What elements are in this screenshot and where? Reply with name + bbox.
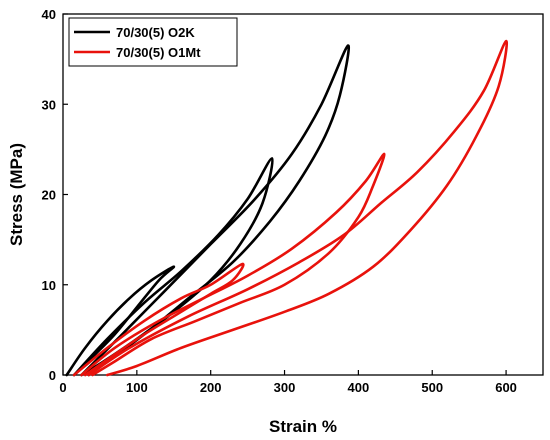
y-tick-label: 10	[42, 278, 56, 293]
legend: 70/30(5) O2K 70/30(5) O1Mt	[68, 17, 238, 67]
series-2-cycle-2-line	[80, 152, 386, 377]
series-1-cycle-3-line	[80, 44, 350, 377]
x-tick-label: 500	[421, 380, 443, 395]
legend-label-2: 70/30(5) O1Mt	[116, 45, 201, 60]
y-tick-label: 20	[42, 188, 56, 203]
series-2-cycle-3-line	[87, 39, 508, 377]
x-tick-label: 300	[274, 380, 296, 395]
x-tick-label: 400	[348, 380, 370, 395]
y-tick-label: 30	[42, 97, 56, 112]
series-layer	[65, 39, 508, 377]
y-axis-label: Stress (MPa)	[7, 143, 26, 246]
x-tick-label: 200	[200, 380, 222, 395]
x-tick-label: 600	[495, 380, 517, 395]
series-2-cycle-1-line	[72, 262, 245, 377]
y-tick-label: 40	[42, 7, 56, 22]
legend-box	[68, 17, 238, 67]
x-tick-label: 0	[59, 380, 66, 395]
legend-label-1: 70/30(5) O2K	[116, 25, 195, 40]
axis-ticks: 0 100 200 300 400 500 600 0 10 20 30 40	[42, 7, 517, 395]
x-axis-label: Strain %	[269, 417, 337, 436]
series-1-cycle-1-line	[65, 265, 176, 377]
x-tick-label: 100	[126, 380, 148, 395]
y-tick-label: 0	[49, 368, 56, 383]
